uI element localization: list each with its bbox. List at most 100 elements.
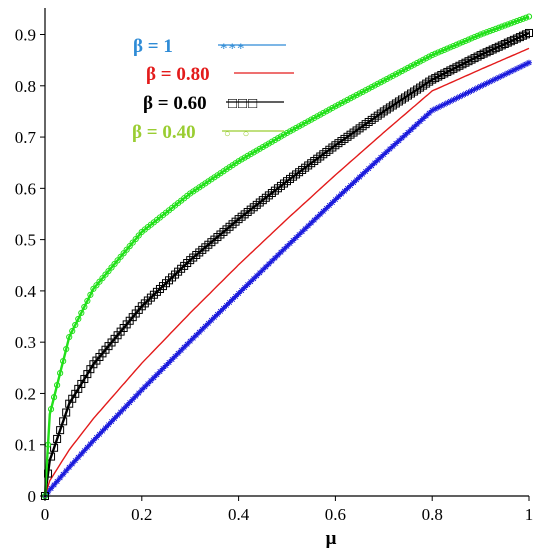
data-point bbox=[338, 190, 345, 197]
legend-swatch: ○○ bbox=[222, 128, 284, 140]
data-point bbox=[407, 63, 415, 70]
data-point bbox=[292, 124, 300, 132]
data-point bbox=[208, 317, 215, 324]
data-point bbox=[54, 382, 61, 389]
data-point bbox=[435, 49, 442, 56]
legend-swatch: □□□ bbox=[226, 96, 284, 112]
data-point bbox=[114, 257, 121, 264]
data-point bbox=[359, 88, 366, 95]
data-point bbox=[81, 447, 88, 454]
data-point bbox=[105, 421, 112, 428]
data-point bbox=[362, 168, 369, 175]
axes bbox=[44, 8, 529, 497]
data-point bbox=[474, 84, 481, 91]
legend: β = 1 *** β = 0.80 β = 0.60 □□□ β = 0.40 ○○ bbox=[132, 36, 294, 143]
legend-label: β = 0.60 bbox=[143, 93, 207, 114]
legend-swatch: *** bbox=[218, 41, 286, 57]
data-point bbox=[371, 82, 378, 89]
data-point bbox=[498, 23, 505, 30]
data-point bbox=[72, 321, 79, 329]
data-point bbox=[63, 467, 70, 474]
data-point bbox=[498, 72, 505, 79]
data-point bbox=[265, 260, 272, 267]
data-point bbox=[256, 269, 263, 276]
x-tick-label: 1 bbox=[525, 505, 534, 524]
data-point bbox=[441, 46, 448, 53]
data-point bbox=[311, 114, 318, 122]
data-point bbox=[441, 101, 448, 108]
data-point bbox=[432, 105, 439, 112]
data-point bbox=[356, 90, 363, 97]
series-2 bbox=[44, 47, 530, 497]
series-line bbox=[44, 61, 530, 497]
data-point bbox=[335, 101, 342, 108]
legend-marker: *** bbox=[220, 41, 246, 57]
data-point bbox=[274, 135, 282, 142]
data-point bbox=[62, 408, 71, 417]
data-point bbox=[120, 250, 127, 257]
data-point bbox=[247, 151, 254, 158]
data-point bbox=[526, 59, 532, 66]
data-point bbox=[389, 72, 396, 79]
data-point bbox=[57, 369, 64, 377]
data-point bbox=[69, 460, 76, 467]
data-point bbox=[398, 134, 405, 141]
data-point bbox=[510, 67, 517, 74]
data-point bbox=[386, 145, 393, 152]
data-point bbox=[326, 106, 333, 113]
data-point bbox=[132, 393, 139, 400]
data-point bbox=[66, 333, 73, 341]
legend-item: β = 0.60 □□□ bbox=[143, 93, 284, 114]
data-point bbox=[438, 102, 445, 109]
data-point bbox=[468, 87, 475, 94]
data-point bbox=[214, 311, 221, 318]
data-point bbox=[305, 222, 312, 229]
data-point bbox=[332, 196, 339, 203]
data-point bbox=[368, 162, 375, 169]
data-point bbox=[72, 457, 79, 464]
data-point bbox=[69, 327, 76, 335]
data-point bbox=[250, 149, 257, 156]
data-point bbox=[450, 96, 457, 103]
data-point bbox=[56, 426, 65, 435]
data-point bbox=[462, 37, 469, 45]
data-point bbox=[135, 232, 142, 239]
data-point bbox=[253, 147, 260, 154]
x-axis-label: μ bbox=[326, 528, 337, 549]
data-point bbox=[501, 71, 508, 78]
data-point bbox=[471, 86, 478, 93]
data-point bbox=[280, 246, 287, 253]
data-point bbox=[102, 424, 109, 431]
data-point bbox=[111, 260, 118, 268]
data-point bbox=[350, 179, 357, 186]
data-point bbox=[489, 77, 496, 84]
plot-series bbox=[41, 13, 533, 500]
data-point bbox=[453, 41, 460, 48]
data-point bbox=[335, 193, 342, 200]
data-point bbox=[51, 481, 58, 488]
data-point bbox=[293, 234, 300, 241]
data-point bbox=[60, 357, 67, 365]
data-point bbox=[516, 16, 524, 24]
data-point bbox=[223, 302, 230, 309]
y-tick-label: 0.3 bbox=[15, 333, 36, 352]
y-tick-label: 0.1 bbox=[15, 436, 36, 455]
data-point bbox=[54, 478, 61, 485]
data-point bbox=[504, 70, 511, 77]
data-point bbox=[347, 182, 354, 189]
data-point bbox=[141, 383, 148, 390]
data-point bbox=[138, 386, 145, 393]
legend-item: β = 1 *** bbox=[133, 36, 286, 57]
data-point bbox=[268, 258, 275, 265]
data-point bbox=[144, 380, 151, 387]
data-point bbox=[99, 275, 106, 282]
data-point bbox=[175, 350, 182, 357]
data-point bbox=[238, 287, 245, 294]
x-tick-label: 0.4 bbox=[228, 505, 250, 524]
data-point bbox=[108, 418, 115, 425]
data-point bbox=[465, 89, 472, 96]
data-point bbox=[217, 308, 224, 315]
data-point bbox=[477, 83, 484, 90]
data-point bbox=[495, 24, 502, 31]
data-point bbox=[172, 353, 179, 360]
